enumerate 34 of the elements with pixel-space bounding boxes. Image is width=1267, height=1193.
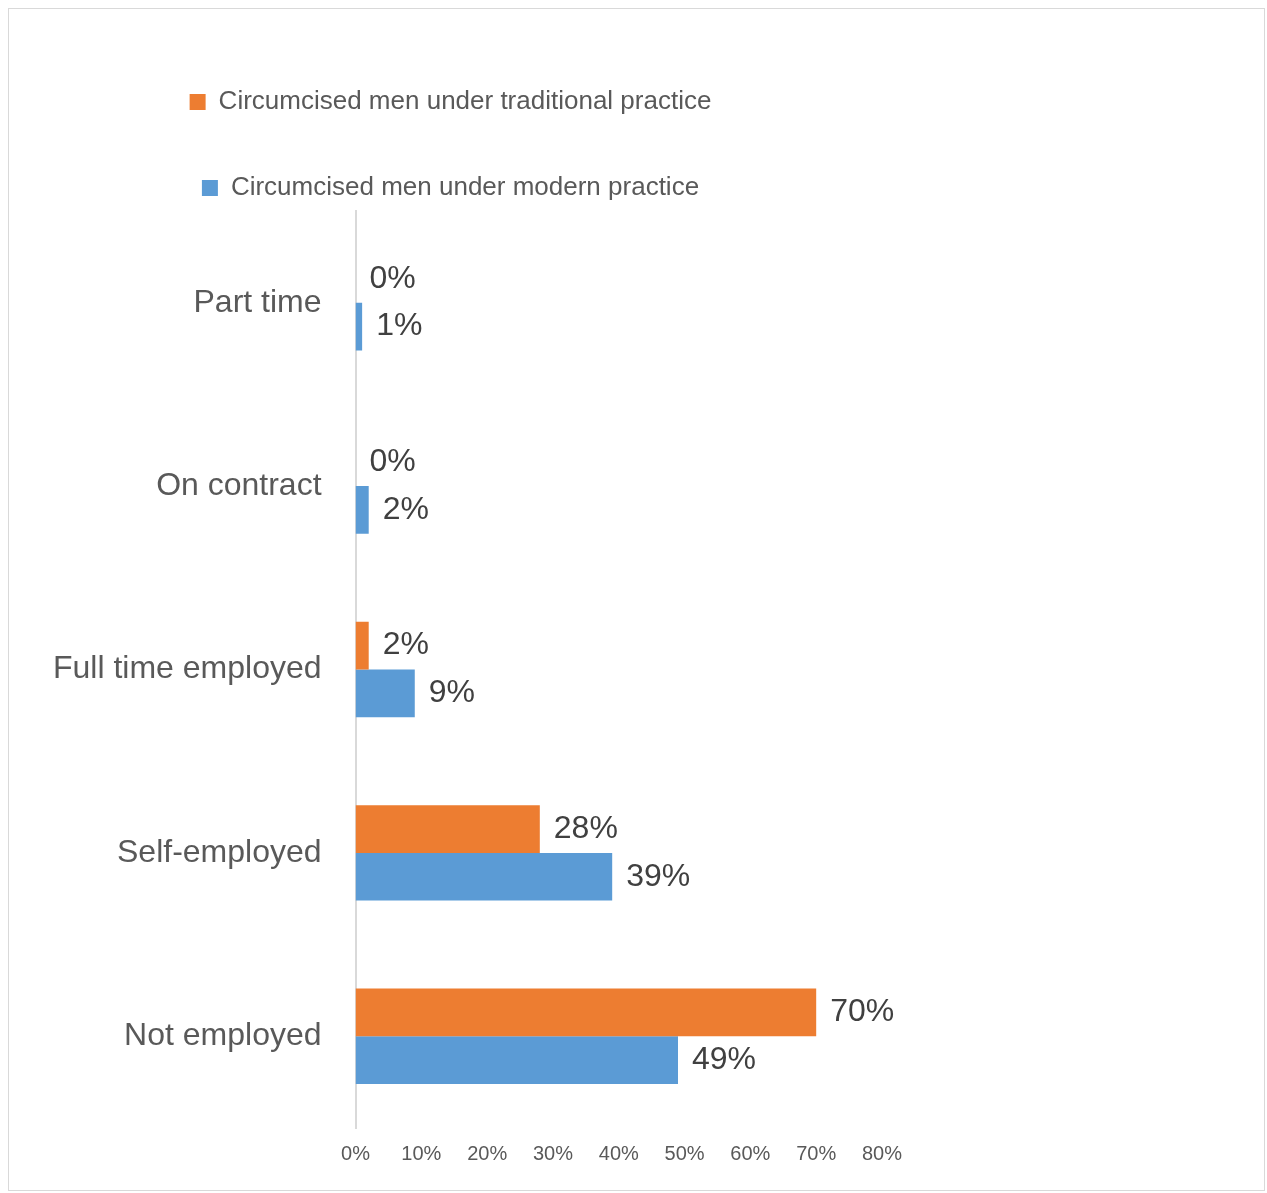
bar [355,805,540,853]
data-label: 39% [626,856,691,893]
bar [355,669,415,718]
data-label: 2% [382,489,429,526]
bar [355,1036,678,1084]
bar [355,302,363,351]
data-label: 1% [376,306,423,343]
x-tick-label: 50% [664,1141,705,1164]
data-label: 28% [553,808,618,845]
data-label: 2% [382,625,429,662]
data-label: 49% [692,1039,757,1076]
data-label: 0% [369,442,416,479]
bar [355,852,613,901]
bar [355,988,817,1037]
x-tick-label: 30% [532,1141,574,1164]
bar [355,486,369,534]
y-tick-label: On contract [156,465,322,502]
bar [355,621,369,670]
x-tick-label: 80% [861,1141,903,1164]
legend-label: Circumcised men under modern practice [230,171,700,202]
legend-label: Circumcised men under traditional practice [218,85,712,116]
x-tick-label: 0% [341,1141,371,1164]
x-tick-label: 10% [401,1141,442,1164]
data-label: 70% [830,992,895,1029]
y-tick-label: Part time [193,282,322,319]
x-tick-label: 40% [598,1141,639,1164]
y-tick-label: Self-employed [117,832,322,869]
y-tick-label: Not employed [124,1016,322,1053]
data-label: 0% [369,258,416,295]
y-tick-label: Full time employed [53,649,322,686]
data-label: 9% [428,673,476,710]
x-tick-label: 70% [796,1141,837,1164]
x-tick-label: 60% [730,1141,771,1164]
x-tick-label: 20% [467,1141,508,1164]
